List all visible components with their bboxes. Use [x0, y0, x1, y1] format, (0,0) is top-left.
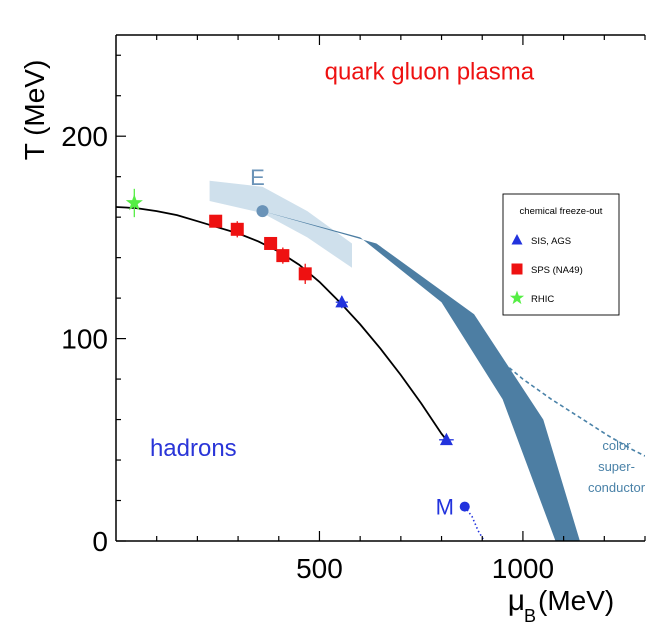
color-superconductor-label: super- [598, 459, 635, 474]
qgp-label: quark gluon plasma [325, 59, 535, 86]
legend-marker-triangle [511, 234, 523, 245]
data-point-square [209, 214, 223, 228]
hadrons-label: hadrons [150, 435, 237, 462]
legend-marker-square [511, 263, 523, 275]
critical-point-label: E [250, 165, 265, 190]
color-superconductor-boundary [497, 358, 645, 457]
freezeout-curve [116, 206, 448, 441]
y-tick-label: 200 [61, 121, 108, 152]
critical-point-marker [256, 205, 269, 218]
x-axis-label-sub: B [524, 606, 536, 626]
nuclear-matter-marker [459, 501, 470, 512]
legend-item-label: SIS, AGS [531, 236, 571, 247]
legend-item-label: SPS (NA49) [531, 265, 583, 276]
x-tick-label: 500 [296, 553, 343, 584]
data-point-triangle [335, 295, 349, 308]
data-point-square [298, 267, 312, 281]
legend-item-label: RHIC [531, 294, 554, 305]
x-tick-label: 1000 [492, 553, 554, 584]
legend-box [502, 193, 620, 316]
nuclear-matter-curve [464, 506, 485, 541]
x-axis-label-unit: (MeV) [538, 585, 614, 616]
data-point-square [230, 222, 244, 236]
color-superconductor-label: color [602, 438, 631, 453]
data-point-triangle [439, 432, 453, 446]
y-axis-label: T (MeV) [19, 60, 50, 161]
y-tick-label: 100 [61, 324, 108, 355]
data-point-square [276, 249, 290, 263]
data-point-star [125, 194, 143, 211]
nuclear-matter-label: M [436, 495, 454, 520]
legend-title: chemical freeze-out [520, 206, 603, 217]
phase-transition-band [262, 211, 580, 541]
data-point-square [264, 236, 278, 250]
crossover-region [209, 180, 352, 268]
x-axis-label: μ [508, 584, 525, 617]
legend-marker-star [509, 290, 525, 305]
y-tick-label: 0 [92, 526, 108, 557]
color-superconductor-label: conductor [588, 480, 646, 495]
